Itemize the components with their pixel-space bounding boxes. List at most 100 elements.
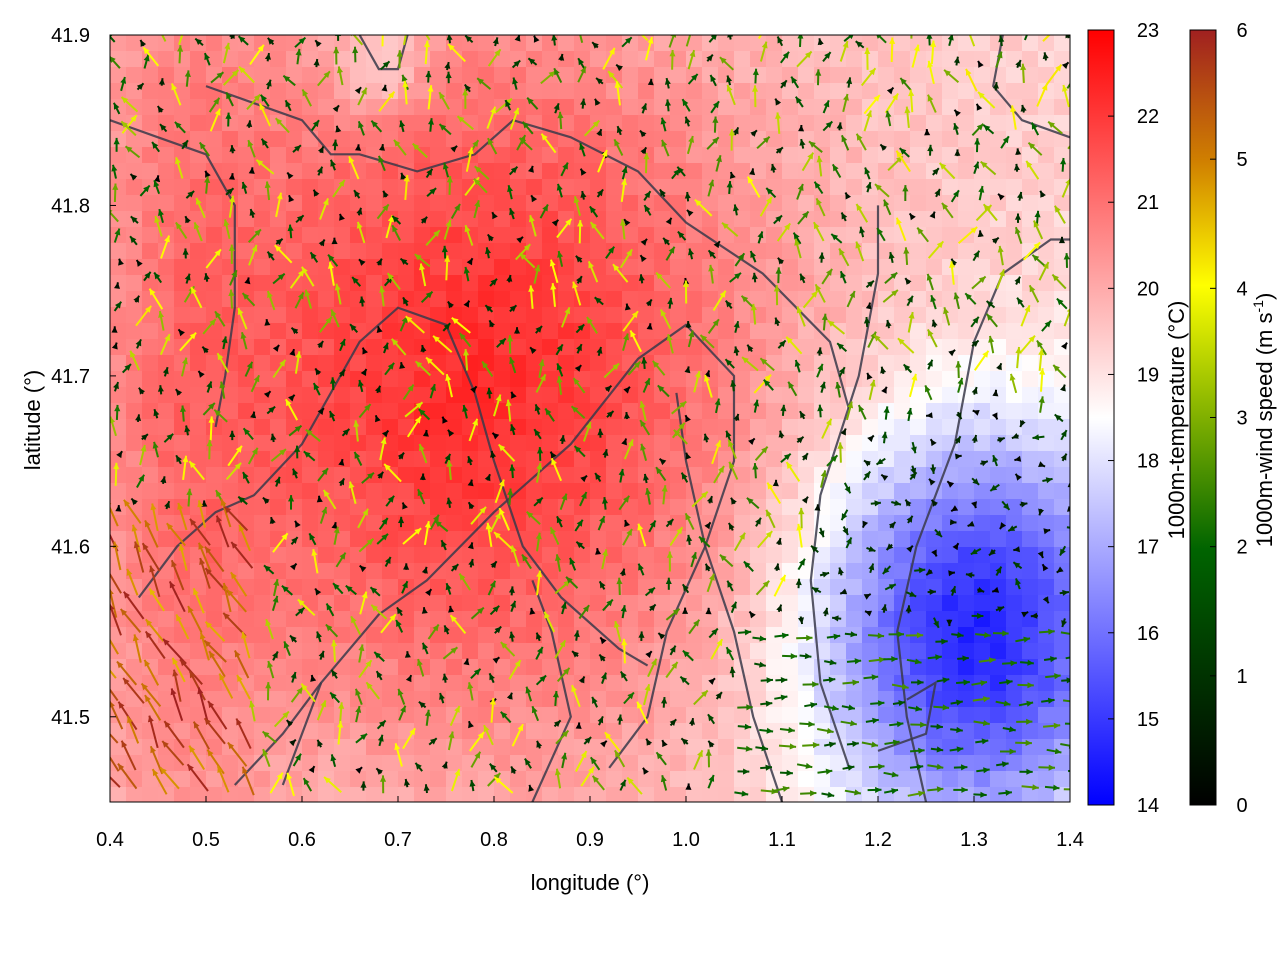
heatmap-cell — [718, 115, 735, 132]
heatmap-cell — [686, 83, 703, 100]
heatmap-cell — [494, 419, 511, 436]
heatmap-cell — [126, 35, 143, 52]
heatmap-cell — [270, 83, 287, 100]
heatmap-cell — [958, 499, 975, 516]
heatmap-cell — [702, 659, 719, 676]
heatmap-cell — [366, 243, 383, 260]
heatmap-cell — [798, 355, 815, 372]
heatmap-cell — [1038, 243, 1055, 260]
heatmap-cell — [734, 611, 751, 628]
heatmap-cell — [782, 243, 799, 260]
heatmap-cell — [206, 323, 223, 340]
heatmap-cell — [142, 67, 159, 84]
heatmap-cell — [414, 227, 431, 244]
heatmap-cell — [814, 163, 831, 180]
heatmap-cell — [558, 275, 575, 292]
heatmap-cell — [350, 659, 367, 676]
heatmap-cell — [590, 531, 607, 548]
heatmap-cell — [718, 99, 735, 116]
heatmap-cell — [110, 467, 127, 484]
heatmap-cell — [734, 35, 751, 52]
heatmap-cell — [622, 707, 639, 724]
heatmap-cell — [206, 339, 223, 356]
heatmap-cell — [718, 387, 735, 404]
heatmap-cell — [414, 387, 431, 404]
heatmap-cell — [478, 627, 495, 644]
heatmap-cell — [990, 515, 1007, 532]
heatmap-cell — [270, 307, 287, 324]
heatmap-cell — [702, 595, 719, 612]
heatmap-cell — [846, 419, 863, 436]
heatmap-cell — [526, 307, 543, 324]
heatmap-cell — [206, 691, 223, 708]
heatmap-cell — [718, 755, 735, 772]
heatmap-cell — [254, 515, 271, 532]
heatmap-cell — [366, 371, 383, 388]
heatmap-cell — [526, 723, 543, 740]
heatmap-cell — [894, 51, 911, 68]
heatmap-cell — [942, 371, 959, 388]
heatmap-cell — [510, 771, 527, 788]
heatmap-cell — [494, 723, 511, 740]
heatmap-cell — [606, 563, 623, 580]
heatmap-cell — [894, 163, 911, 180]
heatmap-cell — [382, 323, 399, 340]
heatmap-cell — [830, 467, 847, 484]
heatmap-cell — [478, 307, 495, 324]
heatmap-cell — [334, 323, 351, 340]
heatmap-cell — [958, 259, 975, 276]
heatmap-cell — [958, 771, 975, 788]
heatmap-cell — [910, 243, 927, 260]
heatmap-cell — [190, 163, 207, 180]
heatmap-cell — [958, 35, 975, 52]
heatmap-cell — [958, 659, 975, 676]
heatmap-cell — [654, 595, 671, 612]
heatmap-cell — [574, 83, 591, 100]
heatmap-cell — [734, 419, 751, 436]
heatmap-cell — [254, 531, 271, 548]
heatmap-cell — [542, 83, 559, 100]
heatmap-cell — [190, 243, 207, 260]
heatmap-cell — [158, 403, 175, 420]
heatmap-cell — [622, 99, 639, 116]
heatmap-cell — [958, 419, 975, 436]
heatmap-cell — [1022, 563, 1039, 580]
heatmap-cell — [638, 291, 655, 308]
heatmap-cell — [1038, 611, 1055, 628]
heatmap-cell — [574, 563, 591, 580]
heatmap-cell — [942, 659, 959, 676]
heatmap-cell — [142, 99, 159, 116]
heatmap-cell — [670, 563, 687, 580]
heatmap-cell — [830, 147, 847, 164]
heatmap-cell — [510, 739, 527, 756]
heatmap-cell — [334, 435, 351, 452]
heatmap-cell — [494, 739, 511, 756]
heatmap-cell — [174, 51, 191, 68]
heatmap-cell — [398, 531, 415, 548]
heatmap-cell — [782, 595, 799, 612]
heatmap-cell — [638, 83, 655, 100]
heatmap-cell — [158, 483, 175, 500]
heatmap-cell — [318, 131, 335, 148]
heatmap-cell — [158, 419, 175, 436]
heatmap-cell — [350, 547, 367, 564]
heatmap-cell — [174, 435, 191, 452]
heatmap-cell — [1022, 323, 1039, 340]
heatmap-cell — [430, 147, 447, 164]
heatmap-cell — [430, 595, 447, 612]
heatmap-cell — [798, 51, 815, 68]
heatmap-cell — [190, 307, 207, 324]
heatmap-cell — [766, 387, 783, 404]
heatmap-cell — [222, 419, 239, 436]
heatmap-cell — [142, 371, 159, 388]
heatmap-cell — [862, 755, 879, 772]
heatmap-cell — [1054, 67, 1071, 84]
heatmap-cell — [990, 35, 1007, 52]
heatmap-cell — [302, 243, 319, 260]
heatmap-cell — [798, 755, 815, 772]
heatmap-cell — [942, 243, 959, 260]
heatmap-cell — [110, 179, 127, 196]
heatmap-cell — [1022, 579, 1039, 596]
heatmap-cell — [190, 419, 207, 436]
